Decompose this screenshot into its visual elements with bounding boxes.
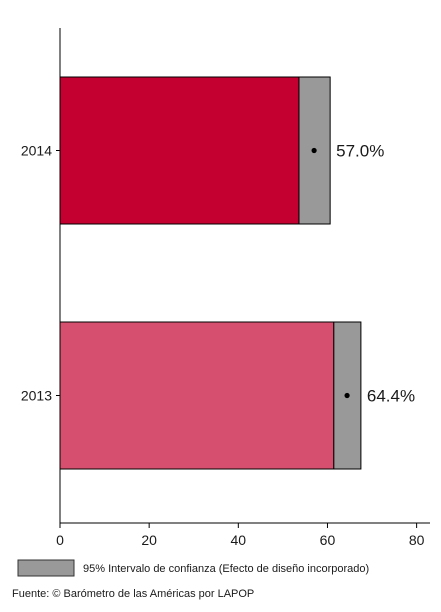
source-note: Fuente: © Barómetro de las Américas por … [12, 588, 254, 600]
estimate-point-2014 [311, 147, 317, 154]
x-tick-label-80: 80 [409, 532, 425, 548]
y-tick-label-2014: 2014 [21, 143, 52, 159]
x-tick-label-40: 40 [231, 532, 247, 548]
x-tick-label-0: 0 [56, 532, 64, 548]
data-label-2013: 64.4% [367, 387, 415, 406]
bar-2014 [59, 76, 300, 225]
bars-layer: 57.0% 64.4% [59, 76, 415, 470]
x-tick-label-60: 60 [320, 532, 336, 548]
legend-ci-label: 95% Intervalo de confianza (Efecto de di… [83, 563, 369, 575]
y-axis: 2014 2013 [21, 143, 60, 404]
x-tick-label-20: 20 [141, 532, 157, 548]
legend-ci-swatch [17, 559, 75, 577]
bar-2013 [59, 321, 335, 470]
estimate-point-2013 [344, 392, 350, 399]
x-axis: 0 20 40 60 80 [56, 522, 430, 548]
data-label-2014: 57.0% [336, 142, 384, 161]
y-tick-label-2013: 2013 [21, 388, 52, 404]
